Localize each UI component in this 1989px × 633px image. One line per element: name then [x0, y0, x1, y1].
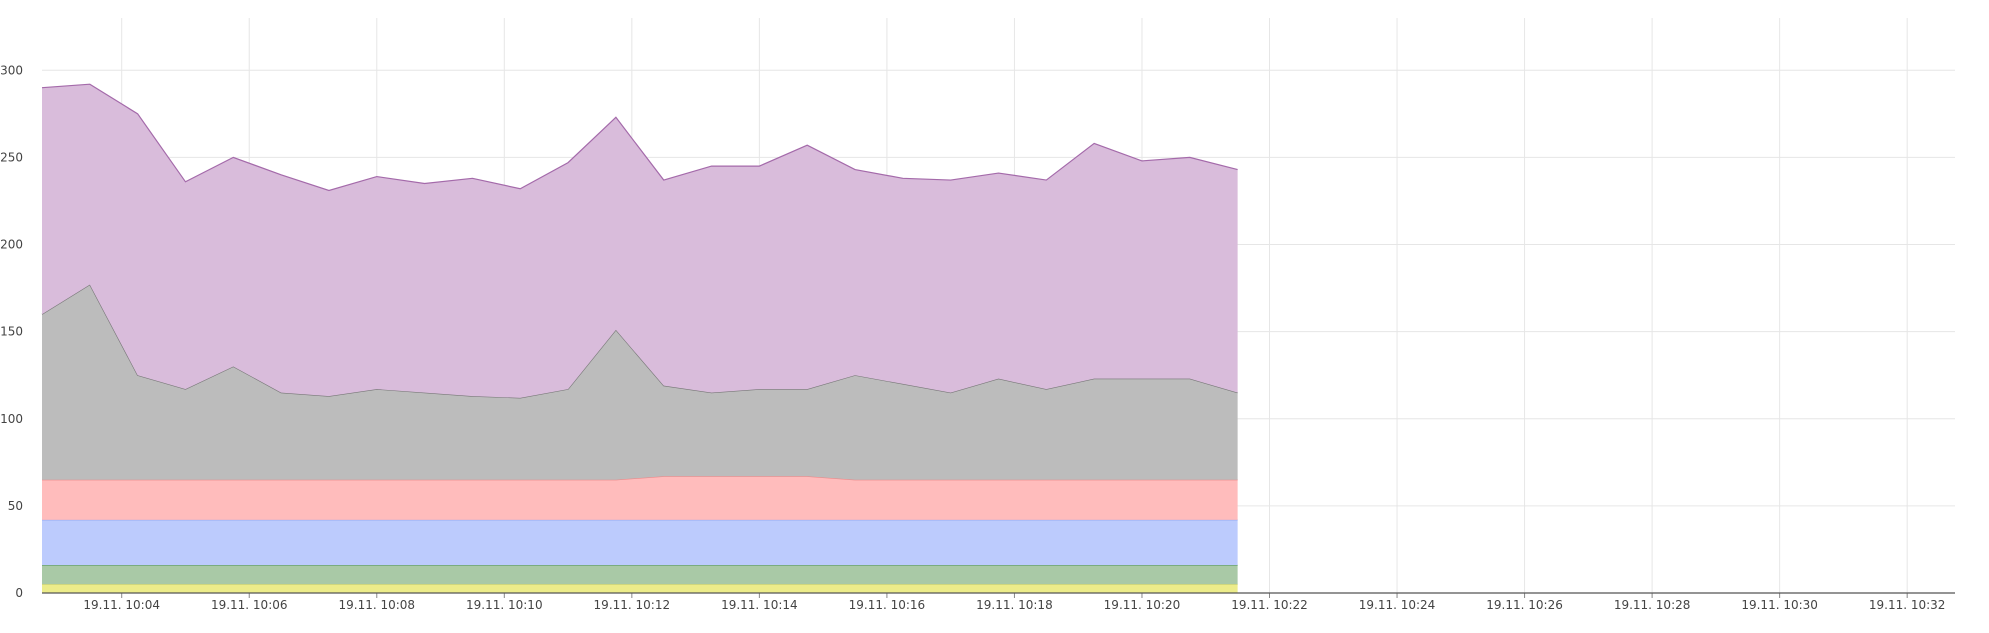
series-areas	[41, 83, 1238, 593]
x-tick-labels: 19.11. 10:04 19.11. 10:06 19.11. 10:08 19.1…	[83, 598, 1945, 612]
y-tick-label: 200	[0, 238, 23, 252]
x-tick-label: 19.11. 10:22	[1231, 598, 1308, 612]
x-tick-label: 19.11. 10:28	[1614, 598, 1691, 612]
y-tick-label: 300	[0, 63, 23, 77]
x-tick-label: 19.11. 10:30	[1741, 598, 1818, 612]
series-area-4	[42, 476, 1238, 520]
x-tick-label: 19.11. 10:32	[1869, 598, 1946, 612]
series-area-2	[42, 565, 1238, 585]
series-area-1	[42, 584, 1238, 593]
axes	[42, 592, 1955, 598]
x-tick-label: 19.11. 10:26	[1486, 598, 1563, 612]
series-area-5	[42, 284, 1238, 480]
series-area-6	[42, 84, 1238, 398]
series-line-5	[41, 283, 1238, 399]
x-tick-label: 19.11. 10:14	[721, 598, 798, 612]
x-tick-label: 19.11. 10:18	[976, 598, 1053, 612]
series-line-6	[41, 83, 1238, 192]
x-tick-label: 19.11. 10:10	[466, 598, 543, 612]
y-tick-label: 0	[15, 586, 23, 600]
y-tick-label: 150	[0, 325, 23, 339]
y-tick-labels: 0 50 100 150 200 250 300	[0, 63, 23, 600]
x-tick-label: 19.11. 10:16	[849, 598, 926, 612]
series-area-3	[42, 519, 1238, 566]
x-tick-label: 19.11. 10:08	[338, 598, 415, 612]
x-tick-label: 19.11. 10:04	[83, 598, 160, 612]
x-tick-label: 19.11. 10:06	[211, 598, 288, 612]
y-tick-label: 100	[0, 412, 23, 426]
y-tick-label: 50	[8, 499, 23, 513]
x-tick-label: 19.11. 10:20	[1104, 598, 1181, 612]
y-tick-label: 250	[0, 150, 23, 164]
x-tick-label: 19.11. 10:12	[594, 598, 671, 612]
x-tick-label: 19.11. 10:24	[1359, 598, 1436, 612]
